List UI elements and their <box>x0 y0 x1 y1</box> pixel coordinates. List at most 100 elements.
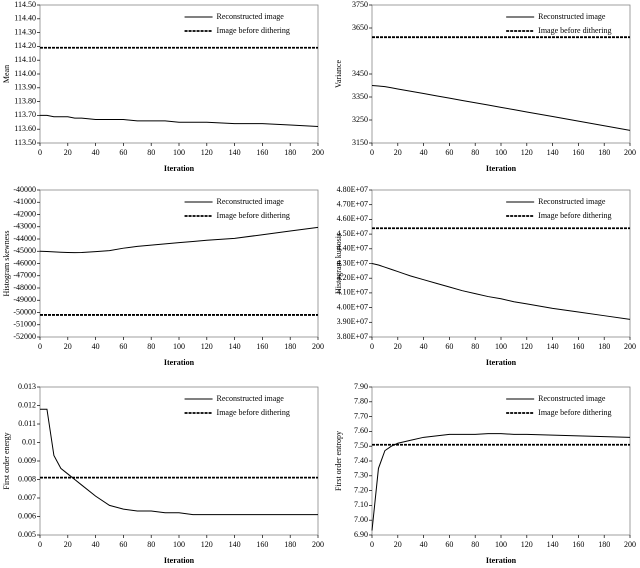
y-tick-label: 4.20E+07 <box>337 273 368 282</box>
y-axis-label: Histogram kurtosis <box>334 233 343 294</box>
x-tick-label: 60 <box>445 342 453 351</box>
legend-label: Reconstructed image <box>217 394 285 403</box>
y-tick-label: 0.006 <box>18 511 36 520</box>
x-tick-label: 20 <box>394 148 402 157</box>
x-tick-label: 40 <box>92 540 100 549</box>
x-tick-label: 60 <box>119 342 127 351</box>
legend-label: Image before dithering <box>538 211 611 220</box>
y-tick-label: 114.00 <box>14 69 36 78</box>
x-tick-label: 200 <box>312 342 324 351</box>
y-tick-label: 7.80 <box>354 397 368 406</box>
x-tick-label: 140 <box>547 148 559 157</box>
x-tick-label: 120 <box>201 342 213 351</box>
y-tick-label: 4.70E+07 <box>337 200 368 209</box>
x-tick-label: 80 <box>471 342 479 351</box>
x-tick-label: 120 <box>201 148 213 157</box>
y-tick-label: 7.60 <box>354 426 368 435</box>
x-tick-label: 60 <box>119 540 127 549</box>
legend-label: Image before dithering <box>217 408 290 417</box>
y-tick-label: -46000 <box>13 258 36 267</box>
y-tick-label: -52000 <box>13 332 36 341</box>
x-tick-label: 200 <box>624 342 636 351</box>
y-tick-label: 114.40 <box>14 14 36 23</box>
x-tick-label: 140 <box>547 540 559 549</box>
x-tick-label: 100 <box>173 540 185 549</box>
y-tick-label: 113.60 <box>14 124 36 133</box>
x-tick-label: 140 <box>229 342 241 351</box>
x-tick-label: 100 <box>495 540 507 549</box>
y-tick-label: 0.011 <box>18 419 36 428</box>
y-tick-label: 3750 <box>352 0 368 9</box>
y-tick-label: -41000 <box>13 197 36 206</box>
y-tick-label: -51000 <box>13 320 36 329</box>
legend-label: Image before dithering <box>217 211 290 220</box>
x-tick-label: 100 <box>495 148 507 157</box>
series-line <box>40 114 319 127</box>
y-axis-label: First order entropy <box>334 431 343 491</box>
legend-label: Image before dithering <box>538 408 611 417</box>
y-tick-label: 0.007 <box>18 493 36 502</box>
x-tick-label: 0 <box>370 148 374 157</box>
y-tick-label: 3.90E+07 <box>337 317 368 326</box>
y-tick-label: 4.30E+07 <box>337 258 368 267</box>
chart-panel: 0.005 0.006 0.007 0.008 0.009 0.01 0.011 0.012 0… <box>2 382 324 565</box>
y-tick-label: 0.01 <box>22 437 36 446</box>
y-tick-label: 7.50 <box>354 441 368 450</box>
x-tick-label: 0 <box>370 540 374 549</box>
chart-panel: 3.80E+07 3.90E+07 4.00E+07 4.10E+07 4.20E+07… <box>334 185 636 367</box>
x-tick-label: 0 <box>370 342 374 351</box>
chart-panel: -52000 -51000 -50000 -49000 -48000 -47000 -460… <box>2 185 324 367</box>
x-tick-label: 120 <box>521 342 533 351</box>
y-tick-label: 114.30 <box>14 27 36 36</box>
x-tick-label: 0 <box>38 342 42 351</box>
y-axis-label: Mean <box>2 65 11 83</box>
x-tick-label: 100 <box>173 342 185 351</box>
x-tick-label: 20 <box>64 540 72 549</box>
series-line <box>371 433 631 531</box>
series-line <box>371 85 631 131</box>
y-tick-label: 3350 <box>352 92 368 101</box>
x-tick-label: 60 <box>119 148 127 157</box>
x-tick-label: 180 <box>598 148 610 157</box>
y-tick-label: 113.80 <box>14 96 36 105</box>
y-tick-label: 114.20 <box>14 41 36 50</box>
x-tick-label: 80 <box>147 342 155 351</box>
x-axis-label: Iteration <box>164 164 195 173</box>
y-tick-label: 3150 <box>352 138 368 147</box>
x-tick-label: 200 <box>312 540 324 549</box>
y-tick-label: -45000 <box>13 246 36 255</box>
y-tick-label: 114.10 <box>14 55 36 64</box>
chart-panel: 6.90 7.00 7.10 7.20 7.30 7.40 7.50 7.60 7.70 7.80… <box>334 382 636 565</box>
y-tick-label: 4.50E+07 <box>337 229 368 238</box>
x-tick-label: 60 <box>445 148 453 157</box>
legend-label: Image before dithering <box>217 26 290 35</box>
y-tick-label: 0.005 <box>18 530 36 539</box>
y-tick-label: 0.012 <box>18 400 36 409</box>
x-tick-label: 200 <box>312 148 324 157</box>
y-tick-label: 7.20 <box>354 485 368 494</box>
y-tick-label: -47000 <box>13 271 36 280</box>
y-tick-label: 7.70 <box>354 411 368 420</box>
x-tick-label: 180 <box>284 148 296 157</box>
y-tick-label: 113.50 <box>14 138 36 147</box>
y-tick-label: -50000 <box>13 307 36 316</box>
x-tick-label: 80 <box>471 540 479 549</box>
series-line <box>39 226 319 254</box>
y-tick-label: 3650 <box>352 23 368 32</box>
legend-label: Reconstructed image <box>538 197 606 206</box>
x-tick-label: 160 <box>572 540 584 549</box>
y-tick-label: 7.10 <box>354 500 368 509</box>
y-axis-label: Histogram skewness <box>2 231 11 297</box>
x-tick-label: 160 <box>256 540 268 549</box>
y-tick-label: 4.40E+07 <box>337 244 368 253</box>
x-tick-label: 40 <box>92 342 100 351</box>
y-tick-label: 114.50 <box>14 0 36 9</box>
y-tick-label: 7.90 <box>354 382 368 391</box>
x-tick-label: 120 <box>521 540 533 549</box>
y-tick-label: -43000 <box>13 222 36 231</box>
x-tick-label: 20 <box>64 342 72 351</box>
x-tick-label: 180 <box>598 540 610 549</box>
x-tick-label: 40 <box>92 148 100 157</box>
series-line <box>371 263 631 320</box>
